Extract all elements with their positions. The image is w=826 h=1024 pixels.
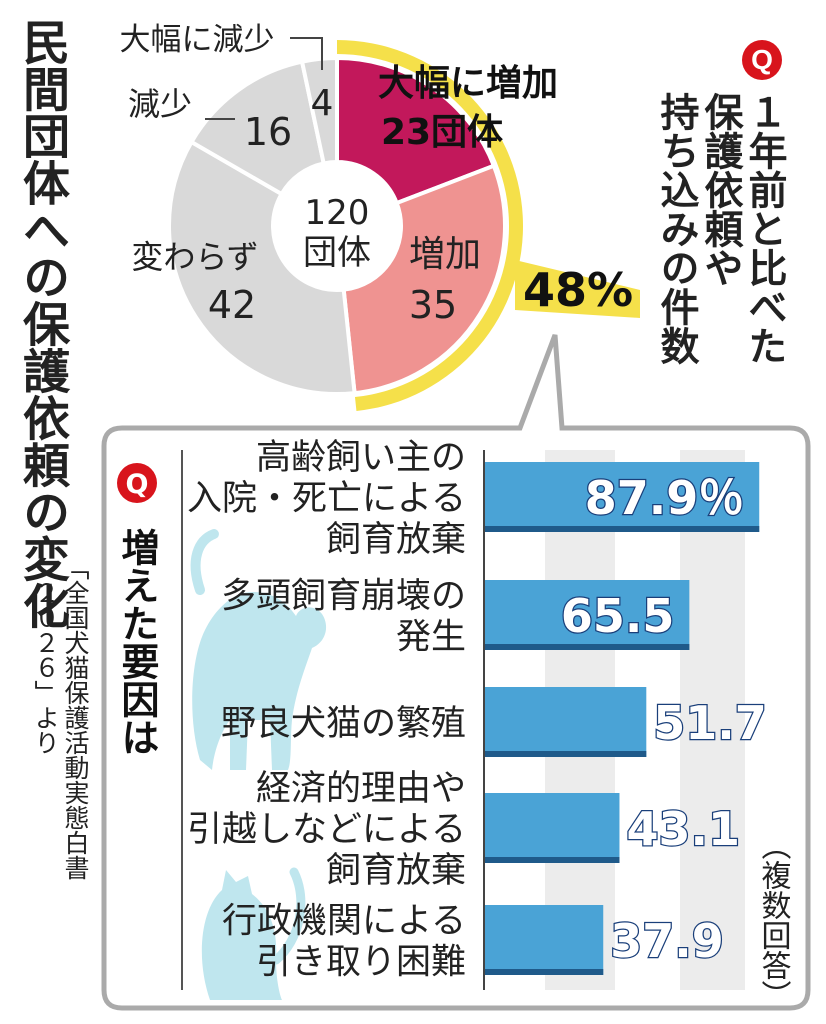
cat-silhouette (201, 870, 282, 1000)
bar-value-label-2: 65.5 (561, 589, 675, 643)
donut-slice-5 (299, 55, 339, 166)
leader-line-greatly-decrease (290, 37, 323, 70)
bar-chart: 87.9％高齢飼い主の入院・死亡による飼育放棄65.5多頭飼育崩壊の発生51.7… (181, 438, 768, 990)
category-label-2-line-1: 多頭飼育崩壊の (221, 577, 466, 617)
slice-value-increase: 35 (409, 283, 457, 327)
category-label-5-line-1: 行政機関による (222, 902, 466, 942)
category-label-5-line-2: 引き取り困難 (256, 943, 466, 983)
question-2-label: 増えた要因は (115, 528, 159, 756)
highlight-percent-label: 48% (523, 263, 633, 317)
slice-label-increase: 増加 (409, 234, 481, 275)
question-badge-2-letter: Q (126, 469, 149, 500)
slice-value-greatly-decrease: 4 (311, 83, 334, 124)
slice-label-no-change: 変わらず (131, 238, 258, 276)
category-label-1-line-1: 高齢飼い主の (256, 438, 466, 478)
slice-value-no-change: 42 (208, 283, 256, 327)
slice-label-greatly-increase: 大幅に増加 (378, 63, 558, 104)
donut-slice-2 (341, 163, 507, 396)
question-1-line-3: 持ち込みの件数 (654, 92, 699, 365)
slice-value-decrease: 16 (244, 110, 292, 154)
category-label-4-line-2: 引越しなどによる (187, 810, 466, 850)
slice-label-decrease: 減少 (128, 85, 192, 123)
bar-shadow-2 (485, 644, 690, 650)
bar-5 (485, 905, 604, 975)
source-note-line-2: ２０２６」より (31, 580, 60, 755)
donut-slice-4 (188, 59, 327, 197)
category-label-2-line-2: 発生 (396, 618, 466, 658)
category-label-1-line-3: 飼育放棄 (326, 520, 466, 560)
dog-tail-silhouette (190, 529, 219, 595)
bar-value-label-3: 51.7 (653, 696, 767, 750)
donut-slice-3 (167, 139, 357, 396)
bar-3 (485, 687, 647, 757)
bar-shadow-1 (485, 526, 760, 532)
question-1-line-1: １年前と比べた (742, 92, 787, 365)
bar-value-label-1: 87.9％ (585, 471, 745, 525)
multiple-answers-note: （複数回答） (756, 830, 792, 1010)
question-badge-1: Q (742, 40, 782, 80)
bar-value-label-4: 43.1 (626, 802, 740, 856)
grid-band-2 (680, 450, 745, 990)
category-label-1-line-2: 入院・死亡による (187, 479, 466, 519)
bar-4 (485, 793, 620, 863)
question-1-line-2: 保護依頼や (698, 92, 743, 287)
donut-center-total: 120 (305, 193, 370, 233)
dog-silhouette (192, 592, 327, 770)
donut-slice-1 (335, 55, 497, 206)
bar-2 (485, 580, 690, 650)
highlight-arc-tail (515, 260, 640, 318)
question-badge-2-circle (117, 463, 157, 503)
chart-title: 民間団体への保護依頼の変化 (14, 18, 69, 629)
source-note-line-1: 「全国犬猫保護活動実態白書 (61, 555, 90, 880)
bar-shadow-4 (485, 857, 620, 863)
cat-tail-silhouette (271, 867, 306, 965)
slice-label-greatly-decrease: 大幅に減少 (120, 22, 275, 58)
donut-center-unit: 団体 (303, 233, 371, 273)
bar-1 (485, 462, 760, 532)
category-label-4-line-3: 飼育放棄 (326, 851, 466, 891)
bar-value-label-5: 37.9 (610, 914, 724, 968)
bar-shadow-5 (485, 969, 604, 975)
bar-shadow-3 (485, 751, 647, 757)
category-label-4-line-1: 経済的理由や (256, 769, 466, 809)
category-label-3-line-1: 野良犬猫の繁殖 (221, 704, 466, 744)
slice-value-greatly-increase: 23団体 (381, 112, 503, 153)
